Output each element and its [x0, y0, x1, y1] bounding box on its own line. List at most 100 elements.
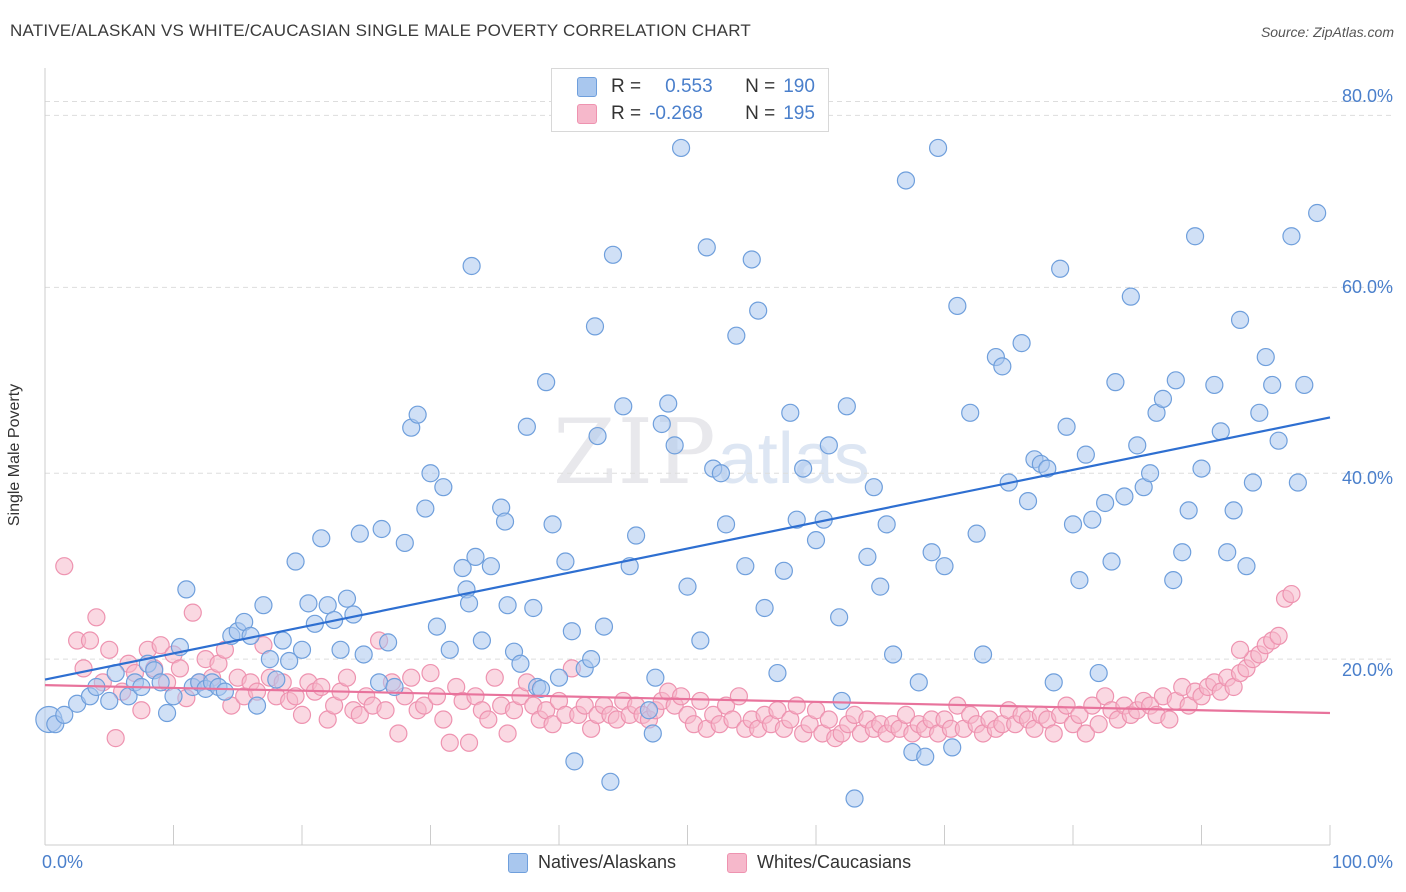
data-point — [531, 679, 551, 698]
data-point — [585, 317, 605, 336]
data-point — [1018, 492, 1038, 511]
data-point — [711, 464, 731, 483]
data-point — [1012, 334, 1031, 353]
data-point — [1083, 510, 1102, 529]
y-tick-label: 40.0% — [1341, 468, 1393, 488]
data-point — [459, 594, 479, 613]
data-point — [481, 557, 500, 576]
data-point — [1256, 347, 1275, 367]
data-point — [524, 598, 543, 618]
data-point — [1243, 473, 1263, 492]
data-point — [871, 577, 890, 596]
data-point — [781, 403, 800, 422]
data-point — [830, 608, 849, 627]
data-point — [177, 580, 196, 599]
chart-title: NATIVE/ALASKAN VS WHITE/CAUCASIAN SINGLE… — [10, 21, 751, 40]
data-point — [614, 397, 633, 416]
data-point — [350, 705, 369, 724]
data-point — [427, 617, 447, 636]
legend-row-natives: R = 0.553 N = 190 — [552, 74, 815, 100]
data-point — [183, 603, 202, 622]
data-point — [337, 668, 357, 687]
data-point — [922, 543, 941, 562]
data-point — [858, 547, 877, 566]
data-point — [1282, 227, 1301, 246]
data-point — [286, 687, 305, 706]
watermark: ZIPatlas — [553, 400, 870, 505]
data-point — [643, 724, 662, 743]
data-point — [562, 622, 581, 641]
data-point — [354, 645, 373, 664]
data-point — [883, 645, 903, 664]
data-point — [498, 596, 517, 615]
x-tick-label: 100.0% — [1331, 852, 1393, 872]
data-point — [646, 668, 665, 687]
r-value: 0.553 — [665, 76, 713, 97]
data-point — [459, 733, 479, 752]
data-point — [582, 650, 601, 669]
data-point — [1179, 501, 1198, 520]
data-point — [1263, 375, 1282, 395]
data-point — [877, 515, 896, 534]
y-tick-label: 20.0% — [1341, 660, 1393, 680]
data-point — [414, 696, 434, 715]
blue-swatch — [508, 852, 528, 873]
data-point — [372, 519, 391, 539]
legend-label: Natives/Alaskans — [538, 852, 677, 872]
data-point — [157, 703, 177, 723]
data-point — [80, 631, 100, 650]
data-point — [909, 673, 928, 692]
legend-item-natives: Natives/Alaskans — [508, 852, 676, 873]
data-point — [565, 752, 584, 771]
data-point — [292, 705, 312, 724]
data-point — [1230, 640, 1250, 659]
data-point — [774, 561, 793, 580]
trend-lines — [44, 416, 1331, 715]
data-point — [498, 724, 517, 743]
n-value: 190 — [783, 76, 815, 97]
data-point — [1237, 557, 1256, 576]
data-point — [819, 710, 838, 729]
data-point — [749, 301, 768, 320]
data-point — [337, 589, 357, 608]
data-point — [729, 687, 749, 706]
data-point — [1044, 724, 1063, 743]
data-point — [1160, 710, 1179, 729]
data-point — [453, 558, 472, 578]
data-point — [678, 577, 697, 596]
data-point — [837, 397, 856, 416]
n-label: N = — [745, 76, 776, 97]
data-point — [819, 436, 838, 455]
data-point — [1269, 626, 1288, 645]
data-point — [601, 772, 620, 791]
data-point — [1218, 543, 1237, 562]
correlation-legend: R = 0.553 N = 190 R = -0.268 N = 195 — [551, 68, 829, 132]
n-label: N = — [745, 103, 776, 124]
data-point — [254, 596, 273, 615]
data-point — [1164, 571, 1183, 590]
data-point — [1076, 724, 1095, 743]
data-point — [1115, 487, 1134, 506]
data-point — [1051, 259, 1070, 278]
data-point — [164, 687, 183, 706]
data-point — [421, 464, 440, 483]
data-point — [1044, 673, 1063, 692]
data-point — [1295, 375, 1314, 395]
data-point — [543, 515, 562, 534]
data-point — [1089, 715, 1108, 734]
data-point — [543, 715, 562, 734]
data-point — [466, 547, 485, 566]
data-point — [1063, 515, 1083, 534]
data-point — [1076, 445, 1095, 464]
data-point — [350, 524, 369, 543]
watermark-atlas: atlas — [717, 419, 870, 499]
data-point — [1230, 310, 1250, 329]
data-point — [659, 394, 678, 413]
data-point — [603, 245, 623, 264]
data-point — [1121, 287, 1140, 306]
data-point — [55, 705, 74, 724]
n-value: 195 — [783, 103, 815, 124]
data-point — [626, 526, 646, 545]
data-point — [385, 677, 404, 697]
